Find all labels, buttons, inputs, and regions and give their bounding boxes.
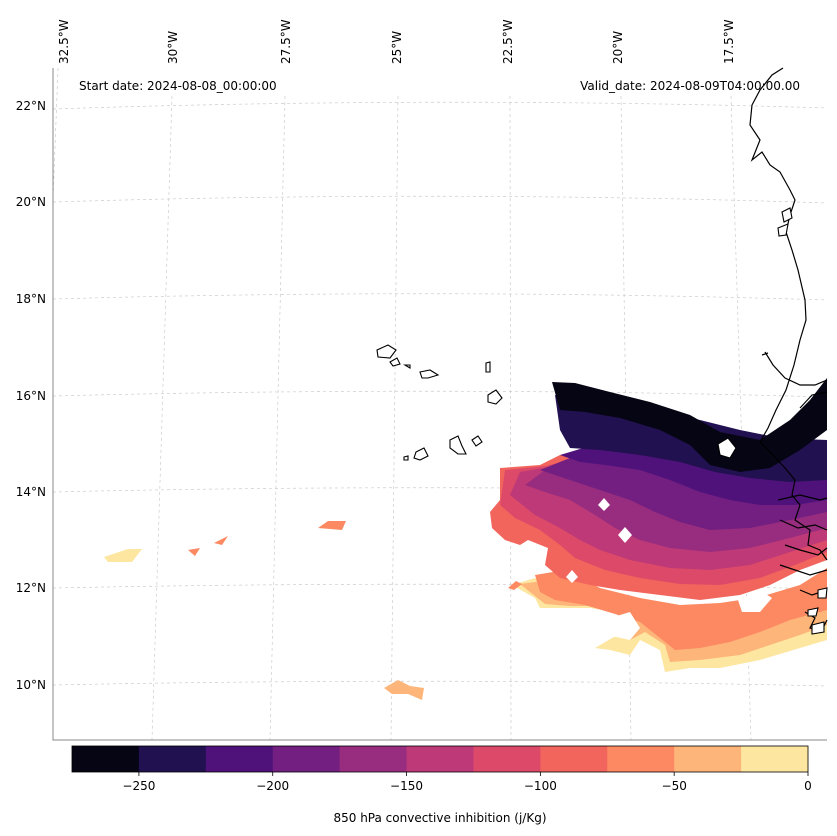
colorbar-segment xyxy=(138,746,207,772)
map-panel: Start date: 2024-08-08_00:00:00 Valid_da… xyxy=(52,67,828,741)
valid-date-label: Valid_date: 2024-08-09T04:00:00.00 xyxy=(580,79,800,93)
coastal-island-2 xyxy=(777,223,789,237)
colorbar-title: 850 hPa convective inhibition (j/Kg) xyxy=(333,811,546,825)
lat-label-14: 14°N xyxy=(16,485,46,499)
lon-label-25: 25°W xyxy=(390,31,404,64)
border-1 xyxy=(779,519,828,531)
colorbar-segment xyxy=(272,746,341,772)
cin-field xyxy=(104,378,827,700)
island-brava xyxy=(403,455,409,461)
border-2 xyxy=(784,544,828,556)
colorbar-segment xyxy=(540,746,608,772)
coastal-island-4 xyxy=(817,587,828,599)
island-santo-antao xyxy=(376,344,397,359)
island-sao-nicolau xyxy=(419,369,440,379)
colorbar-segment xyxy=(674,746,742,772)
senegal-coast xyxy=(764,351,828,386)
lon-label-32-5: 32.5°W xyxy=(57,19,71,64)
coastal-island-1 xyxy=(781,207,793,223)
colorbar-segment xyxy=(72,746,140,772)
colorbar-segment xyxy=(339,746,408,772)
lat-label-16: 16°N xyxy=(16,389,46,403)
cin-hole-4 xyxy=(738,590,772,612)
start-date-label: Start date: 2024-08-08_00:00:00 xyxy=(79,79,277,93)
cape-verde-peninsula xyxy=(761,352,769,356)
colorbar-tick-label: −150 xyxy=(390,779,423,793)
gambia-border xyxy=(777,494,828,501)
lat-label-18: 18°N xyxy=(16,292,46,306)
lat-label-22: 22°N xyxy=(16,99,46,113)
cin-patch-3 xyxy=(214,536,228,545)
coastal-island-5 xyxy=(807,607,819,617)
colorbar-segment xyxy=(473,746,541,772)
coastal-island-3 xyxy=(717,437,737,459)
lon-label-30: 30°W xyxy=(166,31,180,64)
latitude-labels: 22°N 20°N 18°N 16°N 14°N 12°N 10°N xyxy=(16,99,46,692)
border-3 xyxy=(779,564,828,576)
gridline-lon-27-5 xyxy=(269,95,286,741)
colorbar-tick-label: −100 xyxy=(524,779,557,793)
lon-label-17-5: 17.5°W xyxy=(722,19,736,64)
gridline-lon-22-5 xyxy=(509,95,512,741)
colorbar-tick-label: −50 xyxy=(662,779,687,793)
cin-patch-1 xyxy=(104,549,142,562)
gridline-lat-22 xyxy=(52,101,828,110)
colorbar-segment xyxy=(607,746,675,772)
colorbar-tick-label: −200 xyxy=(256,779,289,793)
colorbar-tick-label: −250 xyxy=(122,779,155,793)
lon-label-20: 20°W xyxy=(611,31,625,64)
cin-patch-4 xyxy=(318,521,346,530)
gridline-lat-14 xyxy=(52,487,828,494)
island-sao-vicente xyxy=(389,357,401,367)
cin-hole-2 xyxy=(618,527,632,543)
island-boa-vista xyxy=(487,389,503,405)
colorbar-segment xyxy=(741,746,809,772)
cin-hole-1 xyxy=(598,498,610,511)
coast-detail-1 xyxy=(799,391,828,409)
island-fogo xyxy=(413,447,429,461)
cin-patch-6 xyxy=(384,680,424,700)
lat-label-12: 12°N xyxy=(16,581,46,595)
cin-hole-3 xyxy=(566,570,578,583)
gridline-lat-12 xyxy=(52,583,828,590)
gridline-lat-20 xyxy=(52,195,828,204)
cin-band-2 xyxy=(535,568,827,650)
colorbar-tick-label: 0 xyxy=(804,779,812,793)
cin-patch-5 xyxy=(508,581,522,590)
colorbar-outline xyxy=(71,745,809,773)
lon-label-27-5: 27.5°W xyxy=(279,19,293,64)
cape-verde-islands xyxy=(376,344,503,461)
coastline xyxy=(717,67,828,635)
lon-label-22-5: 22.5°W xyxy=(501,19,515,64)
cin-patch-2 xyxy=(188,548,200,556)
coastal-island-6 xyxy=(811,621,825,635)
colorbar-ticks: −250 −200 −150 −100 −50 0 xyxy=(122,772,812,793)
gridline-lon-30 xyxy=(151,95,173,741)
colorbar-segments xyxy=(72,746,809,772)
lat-label-20: 20°N xyxy=(16,195,46,209)
gridline-lat-18 xyxy=(52,293,828,301)
gridline-lat-10 xyxy=(52,680,828,687)
map-axes-line xyxy=(52,68,827,741)
island-santa-luzia xyxy=(403,364,411,369)
colorbar: −250 −200 −150 −100 −50 0 850 hPa convective … xyxy=(71,745,812,825)
lat-label-10: 10°N xyxy=(16,678,46,692)
cin-band-10 xyxy=(552,378,827,472)
gridline-lat-16 xyxy=(52,390,828,398)
island-sal xyxy=(485,361,491,373)
island-maio xyxy=(471,435,483,447)
gridline-lon-32-5 xyxy=(52,67,59,201)
cin-hole-5 xyxy=(610,612,640,640)
island-santiago xyxy=(449,435,467,455)
africa-coast xyxy=(749,67,828,561)
gridline-lon-25 xyxy=(390,95,399,741)
colorbar-segment xyxy=(205,746,274,772)
colorbar-segment xyxy=(406,746,474,772)
longitude-labels: 32.5°W 30°W 27.5°W 25°W 22.5°W 20°W 17.5… xyxy=(57,19,736,64)
